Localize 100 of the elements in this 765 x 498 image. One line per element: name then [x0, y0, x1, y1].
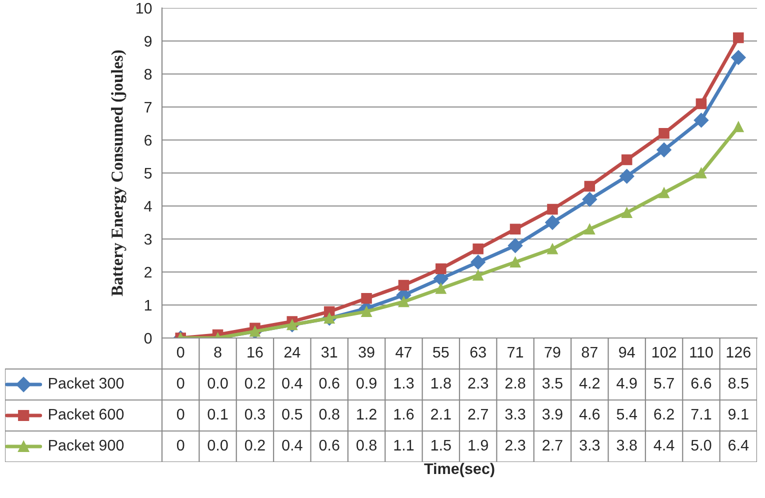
data-label: 4.2: [579, 378, 600, 388]
data-label: 0.0: [208, 378, 228, 389]
point: [508, 238, 523, 253]
data-label: 6.4: [728, 440, 749, 451]
point: [470, 254, 486, 270]
x-tick-label: 63: [470, 346, 486, 358]
data-label: 3.3: [505, 408, 526, 420]
point: [547, 204, 558, 215]
point: [472, 244, 484, 254]
data-label: 1.9: [468, 440, 488, 451]
x-tick-label: 79: [544, 346, 560, 358]
point: [398, 296, 410, 308]
x-tick-label: 87: [582, 346, 598, 358]
data-label: 3.8: [616, 440, 637, 451]
data-label: 0: [176, 378, 184, 389]
data-label: 1.1: [394, 440, 414, 450]
point: [621, 207, 632, 218]
x-tick-label: 102: [652, 346, 676, 358]
data-label: 9.1: [728, 408, 748, 420]
data-label: 1.5: [431, 440, 451, 451]
data-label: 1.6: [394, 408, 414, 420]
y-tick-label: 2: [144, 266, 152, 278]
x-tick-label: 126: [726, 346, 750, 358]
y-tick-label: 9: [144, 36, 152, 47]
legend-label: Packet 900: [49, 439, 124, 451]
x-tick-label: 110: [690, 346, 713, 358]
data-label: 2.7: [542, 440, 562, 450]
legend-label: Packet 600: [49, 408, 124, 420]
x-tick-label: 0: [176, 346, 184, 358]
point: [731, 50, 746, 65]
data-label: 0.1: [208, 408, 228, 420]
point: [696, 98, 707, 110]
x-tick-label: 47: [396, 346, 412, 358]
data-label: 0.2: [244, 440, 265, 451]
legend-label: Packet 300: [49, 377, 124, 389]
data-label: 0.6: [319, 378, 340, 389]
point: [510, 224, 521, 234]
data-label: 0: [176, 408, 184, 420]
point: [472, 270, 484, 281]
data-label: 1.3: [394, 378, 414, 389]
point: [398, 280, 410, 291]
y-tick-label: 6: [144, 134, 152, 146]
x-tick-label: 55: [433, 346, 449, 358]
y-tick-label: 7: [144, 102, 152, 113]
point: [436, 263, 446, 274]
data-label: 4.9: [616, 378, 637, 389]
data-label: 2.7: [468, 408, 488, 420]
point: [696, 168, 707, 178]
data-label: 1.2: [357, 408, 376, 420]
point: [619, 168, 634, 184]
data-label: 8.5: [728, 378, 748, 389]
point: [584, 224, 596, 234]
data-label: 6.2: [654, 408, 674, 420]
data-label: 2.3: [505, 440, 526, 451]
point: [250, 326, 260, 337]
data-label: 0.0: [208, 440, 228, 451]
data-label: 2.8: [505, 378, 526, 389]
data-label: 0.8: [319, 408, 340, 420]
data-label: 5.0: [691, 440, 712, 451]
x-tick-label: 24: [284, 346, 300, 358]
data-label: 0.4: [282, 440, 302, 451]
point: [658, 128, 670, 139]
x-tick-label: 71: [508, 346, 524, 358]
data-label: 5.4: [616, 408, 638, 420]
y-axis-title: Battery Energy Consumed (joules): [111, 50, 126, 296]
y-tick-label: 8: [144, 68, 152, 80]
y-tick-label: 5: [144, 168, 152, 179]
data-label: 0.3: [244, 408, 265, 420]
x-tick-label: 39: [358, 346, 374, 358]
point: [694, 112, 709, 128]
data-label: 3.5: [542, 378, 562, 389]
data-label: 0.4: [282, 378, 302, 389]
data-label: 3.9: [542, 408, 562, 420]
x-tick-label: 31: [321, 346, 338, 358]
x-tick-label: 94: [619, 346, 635, 358]
data-label: 4.6: [579, 408, 600, 420]
point: [733, 121, 744, 132]
data-label: 6.6: [691, 378, 712, 389]
data-label: 1.8: [431, 378, 451, 389]
data-label: 3.3: [580, 440, 600, 451]
data-label: 7.1: [691, 408, 712, 420]
point: [656, 142, 672, 158]
y-tick-label: 3: [144, 234, 152, 245]
point: [621, 154, 632, 166]
data-label: 0: [176, 440, 184, 451]
data-label: 0.9: [356, 378, 376, 389]
data-label: 0.2: [244, 378, 265, 389]
data-label: 0.8: [356, 440, 376, 451]
data-label: 4.4: [654, 440, 674, 450]
text: Time(sec): [424, 462, 494, 478]
point: [733, 32, 744, 44]
point: [510, 256, 521, 268]
data-label: 0.6: [319, 440, 340, 451]
point: [658, 187, 670, 198]
point: [547, 244, 558, 254]
y-tick-label: 0: [144, 332, 152, 344]
point: [584, 180, 596, 192]
data-label: 2.1: [431, 408, 451, 420]
point: [436, 283, 446, 294]
y-tick-label: 10: [136, 2, 152, 14]
